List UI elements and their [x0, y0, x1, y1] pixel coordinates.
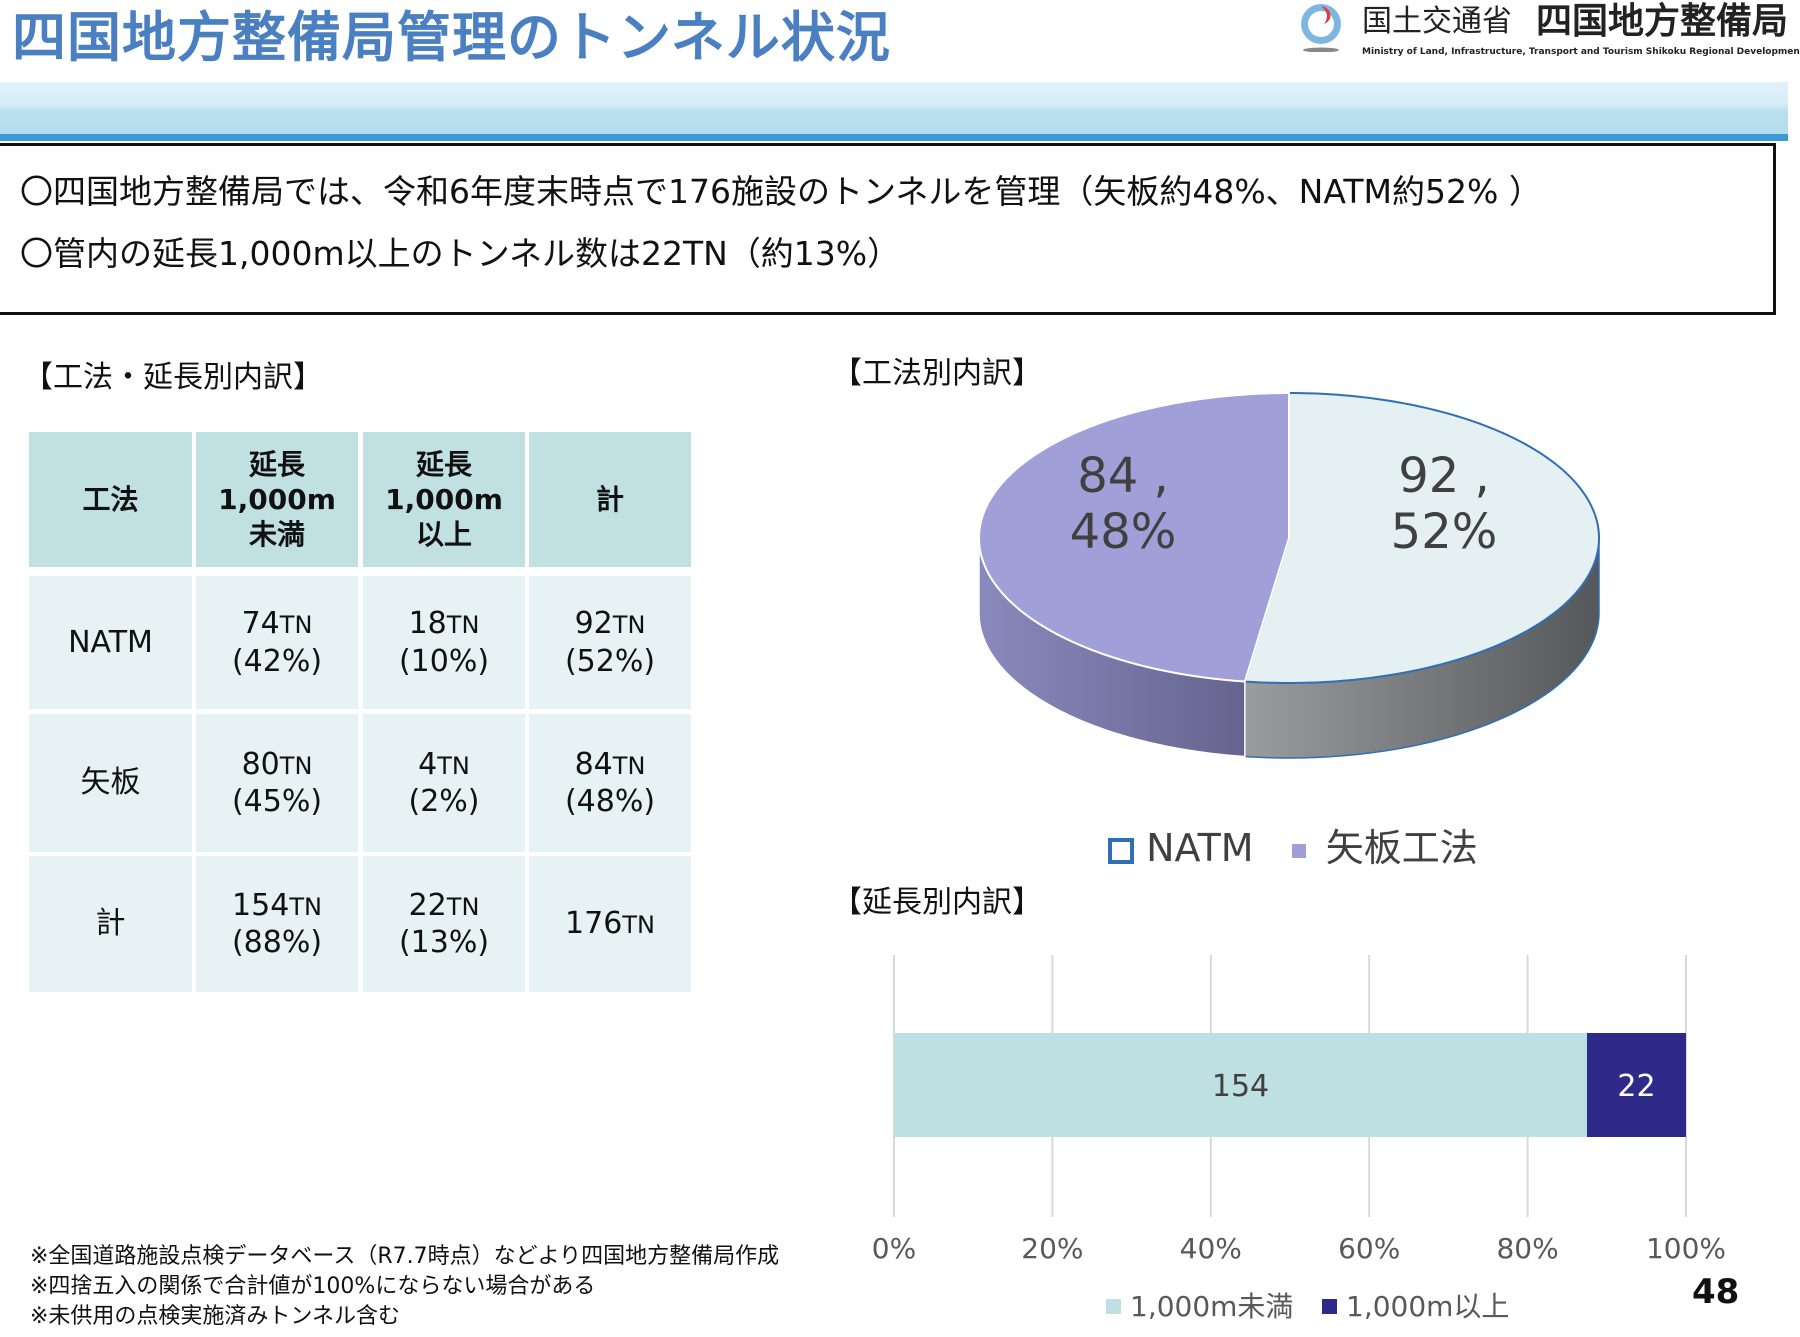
table-cell: 22TN (13%): [363, 856, 525, 992]
pie-data-label: 48%: [1070, 504, 1177, 560]
legend-label: 1,000m以上: [1346, 1290, 1509, 1323]
table-row-label: NATM: [29, 576, 192, 709]
pie-data-label: 52%: [1391, 504, 1498, 560]
summary-box: 〇四国地方整備局では、令和6年度末時点で176施設のトンネルを管理（矢板約48%…: [0, 143, 1776, 315]
cell-count: 154: [232, 887, 290, 923]
legend-swatch: [1322, 1299, 1337, 1314]
bar-data-label: 154: [1212, 1069, 1269, 1104]
bar-segment-0[interactable]: [894, 1033, 1587, 1137]
pie-legend: NATM 矢板工法: [1108, 826, 1478, 872]
table-cell: 18TN (10%): [363, 576, 525, 709]
cell-unit: TN: [612, 751, 646, 780]
cell-percent: (52%): [564, 643, 656, 679]
cell-unit: TN: [437, 751, 470, 780]
table-cell: 154TN (88%): [196, 856, 358, 992]
table-header-cell: 計: [529, 432, 691, 567]
pie-heading: 【工法別内訳】: [832, 356, 1042, 391]
table-cell: 74TN (42%): [196, 576, 358, 709]
x-tick-label: 40%: [1180, 1232, 1242, 1265]
legend-label-yaita: 矢板工法: [1325, 826, 1478, 870]
pie-data-label: 92 ,: [1398, 448, 1490, 504]
summary-line: 〇管内の延長1,000m以上のトンネル数は22TN（約13%）: [20, 234, 901, 273]
page-number: 48: [1692, 1272, 1740, 1312]
cell-count: 80: [241, 746, 280, 782]
legend-swatch-yaita: [1291, 843, 1306, 858]
table-header-cell: 延長 1,000m 未満: [196, 432, 358, 567]
table-cell: 80TN (45%): [196, 714, 358, 852]
x-tick-label: 60%: [1338, 1232, 1400, 1265]
cell-percent: (10%): [398, 643, 490, 679]
legend-swatch: [1106, 1299, 1121, 1314]
cell-count: 176: [565, 906, 623, 942]
page-title: 四国地方整備局管理のトンネル状況: [12, 6, 891, 69]
pie-slice-1[interactable]: [978, 391, 1290, 683]
cell-percent: (48%): [564, 784, 656, 819]
summary-line: 〇四国地方整備局では、令和6年度末時点で176施設のトンネルを管理（矢板約48%…: [20, 172, 1542, 211]
mlit-logo: 国土交通省 四国地方整備局 Ministry of Land, Infrastr…: [1296, 0, 1800, 62]
table-heading: 【工法・延長別内訳】: [23, 360, 323, 395]
header-band: [0, 82, 1788, 141]
legend-label-natm: NATM: [1146, 826, 1254, 870]
cell-count: 74: [241, 606, 280, 641]
table-cell: 84TN (48%): [529, 714, 691, 852]
method-pie-chart: 92 ,52% 84 ,48%: [978, 391, 1601, 759]
mlit-emblem-icon: [1301, 4, 1341, 52]
table-cell: 4TN (2%): [363, 714, 525, 852]
legend-label: 1,000m未満: [1130, 1290, 1293, 1323]
org-name-en: Ministry of Land, Infrastructure, Transp…: [1362, 47, 1800, 57]
cell-count: 4: [418, 746, 438, 782]
cell-unit: TN: [622, 911, 655, 940]
cell-count: 84: [574, 746, 613, 782]
cell-unit: TN: [446, 892, 480, 921]
cell-count: 18: [408, 606, 447, 641]
x-tick-label: 20%: [1021, 1232, 1083, 1265]
cell-count: 22: [408, 887, 447, 923]
table-header-cell: 延長 1,000m 以上: [363, 432, 525, 567]
cell-percent: (42%): [231, 643, 323, 679]
footnote: ※四捨五入の関係で合計値が100%にならない場合がある: [30, 1274, 596, 1299]
table-header-cell: 工法: [29, 432, 192, 567]
cell-percent: (2%): [408, 784, 480, 819]
legend-swatch-natm: [1108, 837, 1134, 864]
x-tick-label: 0%: [872, 1232, 916, 1265]
cell-unit: TN: [289, 892, 322, 921]
table-row-label: 計: [29, 856, 192, 992]
x-tick-label: 80%: [1496, 1232, 1558, 1265]
bar-heading: 【延長別内訳】: [832, 885, 1042, 920]
table-row-label: 矢板: [29, 714, 192, 852]
pie-slice-0[interactable]: [1243, 391, 1601, 685]
bar-segment-1[interactable]: [1587, 1033, 1686, 1137]
footnote: ※未供用の点検実施済みトンネル含む: [30, 1304, 400, 1329]
x-tick-label: 100%: [1646, 1232, 1726, 1265]
table-cell: 176TN: [529, 856, 691, 992]
org-name-jp: 国土交通省: [1362, 4, 1512, 39]
cell-percent: (88%): [231, 925, 323, 960]
bar-data-label: 22: [1617, 1069, 1655, 1104]
footnote: ※全国道路施設点検データベース（R7.7時点）などより四国地方整備局作成: [30, 1244, 780, 1269]
cell-percent: (45%): [231, 784, 323, 819]
cell-unit: TN: [446, 611, 480, 639]
table-cell: 92TN (52%): [529, 576, 691, 709]
cell-count: 92: [574, 606, 613, 641]
cell-unit: TN: [279, 751, 313, 780]
cell-unit: TN: [612, 611, 646, 639]
pie-data-label: 84 ,: [1077, 448, 1169, 504]
cell-percent: (13%): [398, 925, 490, 960]
cell-unit: TN: [279, 611, 313, 639]
bureau-name-jp: 四国地方整備局: [1536, 1, 1789, 42]
